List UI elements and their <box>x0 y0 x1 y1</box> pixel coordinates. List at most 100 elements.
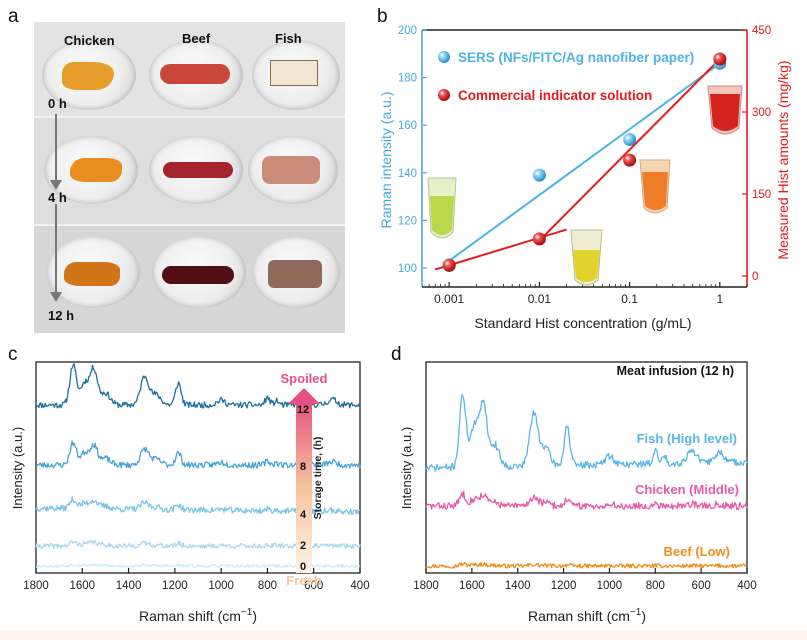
commercial-point-0 <box>442 258 456 272</box>
fish-sample-0h <box>270 60 318 86</box>
b-xtick-label-0: 0.001 <box>434 292 464 306</box>
chicken-sample-12h <box>64 262 120 286</box>
c-series-label-8: 8 <box>300 461 306 473</box>
arrow-label-fresh: Fresh <box>286 573 321 588</box>
panel-label-c: c <box>8 344 18 365</box>
d-xtick-label-2: 1400 <box>505 580 531 592</box>
vial-orange <box>639 159 671 214</box>
time-label-0h: 0 h <box>48 96 67 111</box>
d-label-chicken: Chicken (Middle) <box>635 482 739 497</box>
b-ytick-label-1: 120 <box>398 215 417 227</box>
b-ticks: 0.001 0.01 0.1 1 100 120 140 160 180 200 0 150 300 45… <box>398 25 771 306</box>
b-y2tick-label-1: 150 <box>752 189 771 201</box>
beef-sample-0h <box>160 64 230 84</box>
legend-marker-commercial <box>438 89 450 101</box>
b-xtick-label-3: 1 <box>716 292 723 306</box>
b-ytick-label-0: 100 <box>398 263 417 275</box>
b-marks <box>434 52 727 273</box>
panel-label-b: b <box>377 6 388 27</box>
legend-label-sers: SERS (NFs/FITC/Ag nanofiber paper) <box>458 50 694 65</box>
legend-label-commercial: Commercial indicator solution <box>458 88 652 103</box>
d-xtick-label-5: 800 <box>646 580 665 592</box>
beef-sample-4h <box>163 162 233 178</box>
b-ytick-label-5: 200 <box>398 25 417 37</box>
b-y2-axis-label: Measured Hist amounts (mg/kg) <box>775 60 791 259</box>
time-arrows <box>50 114 62 302</box>
b-vials <box>427 85 743 286</box>
meat-label-beef: Beef <box>182 31 211 46</box>
chicken-sample-0h <box>62 62 114 90</box>
c-xtick-label-0: 1800 <box>23 580 49 592</box>
time-label-4h: 4 h <box>48 190 67 205</box>
b-xtick-label-2: 0.1 <box>621 292 638 306</box>
storage-arrow-head <box>288 388 320 404</box>
d-frame <box>425 361 748 574</box>
meat-label-chicken: Chicken <box>64 33 115 48</box>
d-y-axis-label: Intensity (a.u.) <box>399 427 414 509</box>
chicken-sample-4h <box>70 158 122 182</box>
b-x-axis-label: Standard Hist concentration (g/mL) <box>474 315 691 331</box>
d-label-beef: Beef (Low) <box>664 544 730 559</box>
meat-label-fish: Fish <box>275 31 302 46</box>
fish-sample-12h <box>268 260 322 288</box>
commercial-point-1 <box>532 232 546 246</box>
storage-arrow <box>288 388 320 573</box>
beef-sample-12h <box>162 266 234 284</box>
c-xtick-label-7: 400 <box>350 580 369 592</box>
c-ticks: 1800 1600 1400 1200 1000 800 600 400 <box>23 568 370 592</box>
d-spectrum-2 <box>425 561 748 569</box>
c-xtick-label-5: 800 <box>258 580 277 592</box>
c-series-label-2: 2 <box>300 540 306 552</box>
c-series-label-4: 4 <box>300 509 307 521</box>
sers-fit-line <box>448 62 721 262</box>
d-xtick-label-4: 1000 <box>597 580 623 592</box>
vial-yellow <box>570 229 603 286</box>
d-ticks: 1800 1600 1400 1200 1000 800 600 400 <box>413 568 757 592</box>
sers-point-2 <box>623 132 637 146</box>
panel-d-axes <box>425 361 748 574</box>
meat-photo-panel: Chicken Beef Fish 0 h 4 h 12 h <box>34 22 345 333</box>
b-xtick-label-1: 0.01 <box>528 292 552 306</box>
commercial-fit-line-1 <box>538 58 721 242</box>
commercial-point-2 <box>623 153 637 167</box>
d-xtick-label-1: 1600 <box>459 580 485 592</box>
c-xtick-label-6: 600 <box>304 580 323 592</box>
vial-yellow-green <box>427 177 457 239</box>
panel-label-d: d <box>391 344 402 365</box>
b-ytick-label-2: 140 <box>398 168 417 180</box>
arrow-axis-label: Storage time, (h) <box>312 437 324 520</box>
footer-strip <box>0 630 807 640</box>
time-label-12h: 12 h <box>48 308 75 323</box>
b-ytick-label-3: 160 <box>398 120 417 132</box>
d-spectrum-1 <box>425 490 748 511</box>
b-y2tick-label-0: 0 <box>752 271 758 283</box>
d-xtick-label-0: 1800 <box>413 580 439 592</box>
vial-red <box>707 85 743 135</box>
c-x-axis-label: Raman shift (cm−1) <box>139 607 257 624</box>
d-x-axis-label: Raman shift (cm−1) <box>528 607 646 624</box>
legend-marker-sers <box>438 51 450 63</box>
fish-sample-4h <box>262 156 320 184</box>
c-xtick-label-3: 1200 <box>162 580 188 592</box>
arrow-label-spoiled: Spoiled <box>281 371 328 386</box>
panel-label-a: a <box>8 6 19 27</box>
commercial-point-3 <box>713 52 727 66</box>
d-title: Meat infusion (12 h) <box>617 364 734 378</box>
d-label-fish: Fish (High level) <box>637 431 737 446</box>
d-xtick-label-3: 1200 <box>551 580 577 592</box>
c-xtick-label-1: 1600 <box>69 580 95 592</box>
sers-point-1 <box>532 168 546 182</box>
b-y2tick-label-3: 450 <box>752 25 771 37</box>
d-xtick-label-6: 600 <box>692 580 711 592</box>
storage-arrow-body <box>296 403 312 573</box>
c-y-axis-label: Intensity (a.u.) <box>10 427 25 509</box>
c-xtick-label-2: 1400 <box>116 580 142 592</box>
b-y2tick-label-2: 300 <box>752 107 771 119</box>
b-ytick-label-4: 180 <box>398 73 417 85</box>
c-series-label-0: 0 <box>300 561 306 573</box>
d-spectra <box>425 393 748 569</box>
c-xtick-label-4: 1000 <box>208 580 234 592</box>
d-spectrum-0 <box>425 393 748 472</box>
b-y-axis-label: Raman intensity (a.u.) <box>378 92 394 229</box>
